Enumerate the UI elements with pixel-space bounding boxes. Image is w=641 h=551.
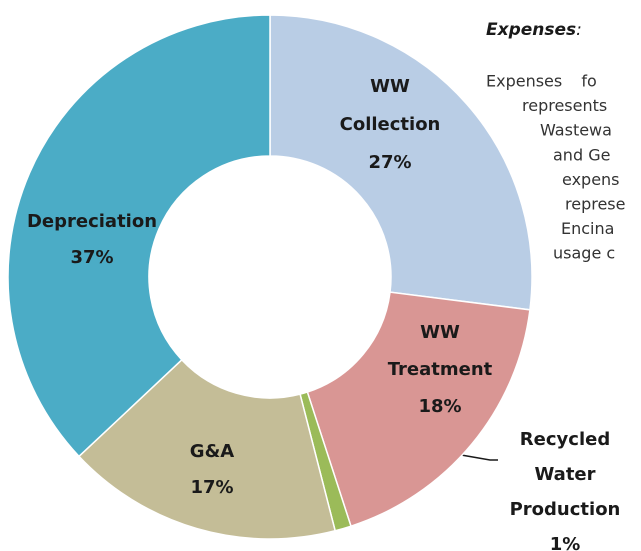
slice-label-line: Depreciation [27, 211, 157, 232]
donut-slice [269, 14, 533, 311]
paragraph-line: and Ge [553, 145, 610, 164]
heading-colon: : [576, 20, 582, 40]
paragraph-line: Encina [561, 219, 614, 238]
slice-label-line: Collection [340, 114, 441, 135]
paragraph-line: represents [522, 96, 607, 115]
slice-label-line: WW [370, 76, 410, 97]
slice-label-line: Treatment [388, 359, 493, 380]
donut-slice [77, 358, 337, 540]
slice-value-label: 27% [368, 152, 411, 173]
slice-label-line: WW [420, 322, 460, 343]
paragraph-line: Expenses fo [486, 72, 597, 91]
paragraph-line: usage c [553, 244, 615, 263]
slice-value-label: 1% [550, 534, 581, 551]
donut-slice [7, 14, 271, 458]
slice-value-label: 17% [190, 477, 233, 498]
slice-value-label: 18% [418, 396, 461, 417]
slice-label-line: Production [510, 499, 621, 520]
slice-label: Depreciation [27, 211, 157, 232]
donut-slice [306, 291, 531, 528]
slice-label: WW Collection [340, 76, 441, 135]
slice-value-label: 37% [70, 247, 113, 268]
paragraph-line: Wastewa [540, 121, 612, 140]
heading: Expenses: [486, 20, 582, 40]
slice-label: WW Treatment [388, 322, 493, 380]
slice-label: G&A [190, 441, 234, 462]
slice-label-line: Water [534, 464, 595, 485]
slice-label-line: Recycled [520, 429, 610, 450]
slice-label: Recycled Water Production [510, 429, 621, 520]
heading-text: Expenses [486, 20, 576, 40]
slice-label-line: G&A [190, 441, 234, 462]
paragraph-line: represe [565, 195, 625, 214]
paragraph-line: expens [562, 170, 620, 189]
